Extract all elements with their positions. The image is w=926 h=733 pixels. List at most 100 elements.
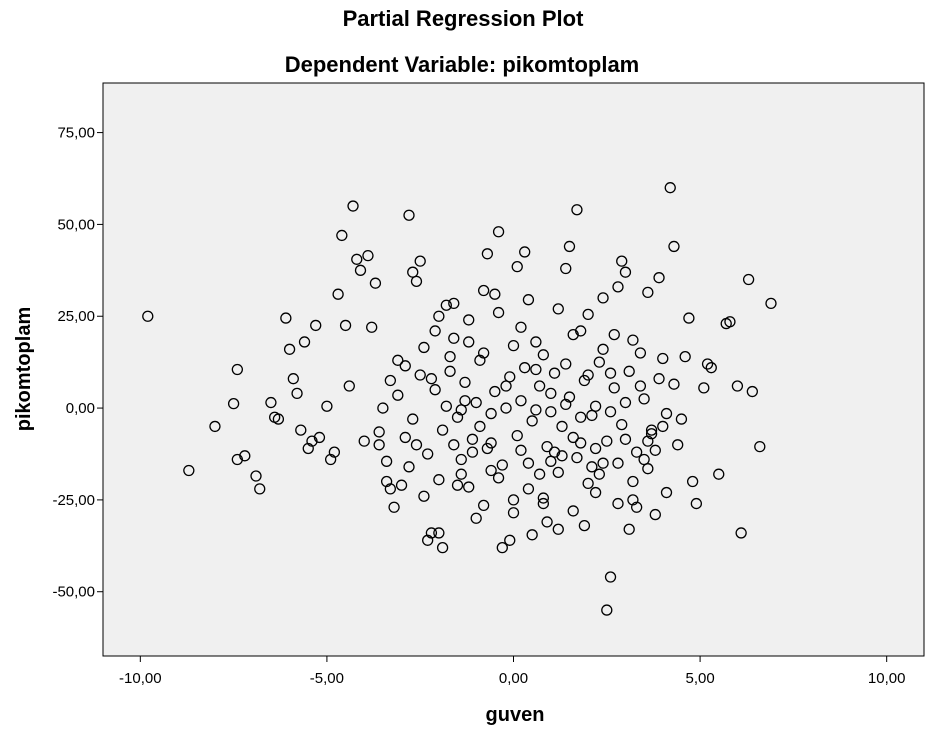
scatter-point [623, 523, 635, 535]
scatter-point [351, 253, 363, 265]
scatter-point [608, 382, 620, 394]
scatter-point [448, 297, 460, 310]
scatter-point [362, 249, 374, 262]
scatter-point [418, 490, 430, 502]
scatter-point [489, 288, 501, 300]
scatter-point [463, 481, 475, 493]
scatter-point [519, 246, 531, 258]
scatter-point [575, 437, 587, 449]
scatter-point [552, 523, 564, 535]
scatter-point [533, 468, 546, 480]
scatter-point [295, 424, 307, 436]
y-tick-label: 50,00 [57, 216, 95, 233]
scatter-point [515, 444, 527, 456]
scatter-point [373, 426, 385, 438]
scatter-point [410, 275, 423, 287]
scatter-point [392, 354, 404, 366]
x-tick-label: 0,00 [499, 670, 528, 687]
scatter-point [280, 312, 292, 324]
scatter-point [425, 373, 438, 385]
y-tick-label: 25,00 [57, 308, 95, 325]
scatter-point [642, 286, 654, 299]
scatter-point [645, 424, 658, 436]
scatter-point [291, 387, 303, 400]
scatter-point [369, 277, 382, 289]
chart-title: Partial Regression Plot [343, 6, 585, 31]
scatter-point [477, 499, 490, 512]
scatter-point [429, 384, 441, 396]
scatter-point [612, 281, 624, 293]
x-tick-label: 5,00 [685, 670, 714, 687]
scatter-point [657, 352, 669, 365]
scatter-point [481, 442, 494, 455]
y-tick-label: 0,00 [66, 400, 95, 417]
scatter-point [477, 284, 490, 297]
scatter-point [619, 396, 632, 409]
scatter-point [466, 446, 479, 458]
scatter-point [414, 369, 426, 381]
scatter-point [604, 406, 617, 418]
scatter-point [597, 457, 609, 469]
scatter-point [627, 475, 639, 488]
scatter-points [142, 182, 777, 616]
scatter-point [634, 380, 647, 392]
scatter-point [560, 358, 572, 370]
scatter-point [254, 483, 266, 495]
scatter-point [582, 308, 594, 321]
scatter-point [492, 472, 505, 484]
scatter-point [653, 272, 665, 284]
scatter-point [668, 240, 680, 253]
scatter-point [638, 393, 650, 405]
scatter-point [470, 512, 482, 524]
scatter-point [545, 455, 557, 467]
scatter-point [332, 288, 344, 300]
scatter-point [582, 369, 594, 381]
scatter-point [578, 519, 591, 532]
scatter-point [399, 360, 411, 372]
scatter-point [627, 334, 639, 346]
scatter-point [522, 457, 535, 469]
scatter-point [328, 446, 341, 458]
scatter-point [657, 420, 669, 433]
scatter-point [675, 413, 688, 425]
y-axis: 75,00 50,00 25,00 0,00 -25,00 -50,00 [52, 125, 103, 601]
y-tick-label: 75,00 [57, 125, 95, 142]
scatter-point [399, 431, 411, 444]
scatter-point [683, 312, 695, 324]
scatter-point [444, 365, 456, 377]
scatter-point [477, 347, 490, 359]
scatter-point [664, 182, 676, 194]
scatter-point [582, 477, 594, 490]
scatter-point [239, 450, 251, 462]
scatter-point [485, 407, 497, 420]
scatter-point [440, 299, 452, 311]
scatter-point [321, 400, 333, 412]
scatter-point [507, 507, 520, 519]
scatter-point [612, 497, 624, 510]
scatter-point [272, 413, 285, 425]
scatter-point [459, 376, 471, 389]
scatter-point [672, 439, 684, 451]
scatter-point [623, 365, 635, 377]
scatter-point [373, 439, 385, 451]
scatter-point [589, 442, 602, 455]
scatter-point [660, 407, 673, 420]
scatter-point [735, 527, 747, 539]
scatter-point [548, 367, 561, 379]
scatter-point [530, 363, 542, 376]
x-tick-label: -10,00 [119, 670, 162, 687]
scatter-point [433, 310, 445, 322]
scatter-point [597, 292, 609, 304]
scatter-point [470, 396, 482, 409]
x-tick-label: 10,00 [868, 670, 906, 687]
scatter-point [358, 435, 370, 447]
scatter-point [679, 350, 691, 363]
scatter-point [414, 255, 426, 267]
scatter-point [563, 240, 576, 253]
scatter-point [537, 492, 550, 504]
scatter-point [142, 310, 154, 322]
scatter-point [642, 463, 654, 475]
scatter-point [556, 420, 568, 433]
scatter-point [492, 306, 505, 319]
